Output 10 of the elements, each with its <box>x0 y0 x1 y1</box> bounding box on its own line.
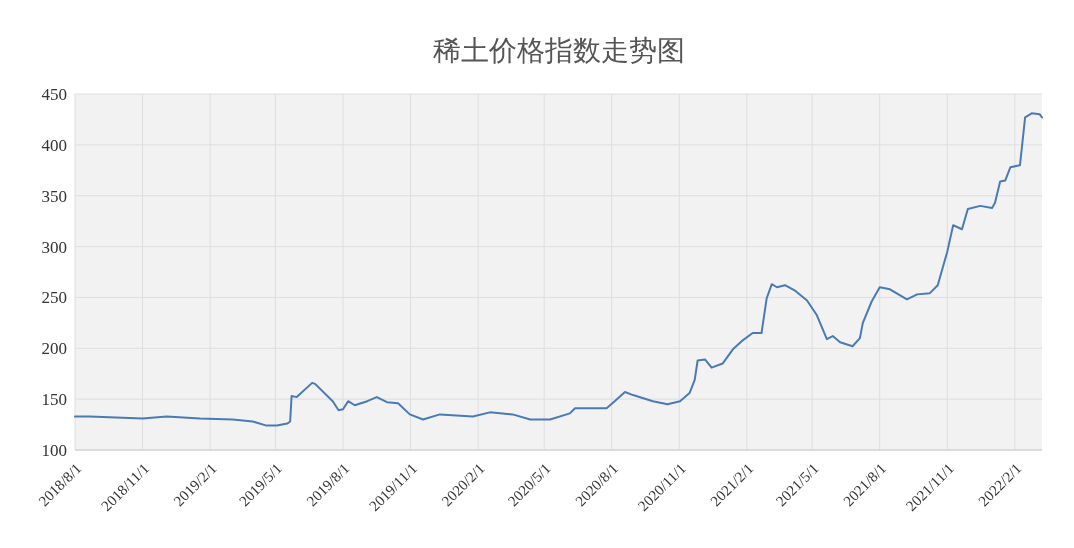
chart-title: 稀土价格指数走势图 <box>432 34 685 67</box>
y-tick-label: 250 <box>41 288 67 308</box>
y-tick-label: 400 <box>41 135 67 155</box>
y-tick-label: 150 <box>41 390 67 410</box>
y-tick-label: 300 <box>41 237 67 257</box>
y-tick-label: 450 <box>41 84 67 104</box>
line-series <box>74 112 1043 427</box>
y-tick-label: 100 <box>41 440 67 460</box>
y-tick-label: 350 <box>41 186 67 206</box>
y-tick-label: 200 <box>41 339 67 359</box>
